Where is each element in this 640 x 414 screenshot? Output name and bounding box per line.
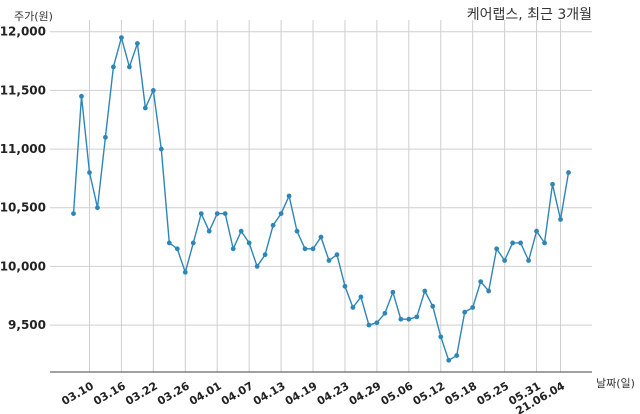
data-point (206, 228, 212, 234)
data-point (142, 105, 148, 111)
data-point (430, 303, 436, 309)
x-tick-label: 05.06 (379, 379, 416, 408)
data-point (119, 35, 124, 40)
data-point (374, 320, 380, 326)
data-point (302, 246, 308, 252)
y-tick-labels: 9,500 10,000 10,500 11,000 11,500 12,000 (0, 25, 46, 332)
data-point (134, 41, 140, 46)
data-point (446, 357, 452, 363)
chart-title: 케어랩스, 최근 3개월 (466, 7, 592, 23)
data-point (470, 305, 476, 310)
x-tick-label: 04.13 (251, 379, 288, 408)
data-point (214, 211, 220, 217)
data-point (406, 316, 412, 322)
series-line (72, 34, 570, 362)
data-point (350, 305, 356, 310)
data-point (398, 316, 404, 322)
y-tick-label: 9,500 (8, 318, 46, 332)
data-point (382, 310, 388, 316)
y-tick-label: 12,000 (0, 25, 46, 39)
data-point (262, 252, 268, 258)
x-axis-label: 날짜(일) (596, 377, 635, 390)
x-tick-label: 04.07 (219, 379, 256, 408)
data-point (358, 294, 364, 300)
y-tick-label: 10,000 (0, 259, 46, 273)
data-point (542, 240, 547, 246)
x-tick-label: 04.19 (283, 379, 320, 408)
data-point (174, 246, 180, 252)
x-tick-label: 03.26 (155, 379, 192, 408)
data-point (150, 88, 156, 93)
data-point (558, 217, 563, 222)
data-point (126, 64, 132, 70)
x-tick-label: 03.10 (59, 379, 96, 408)
y-axis-label: 주가(원) (14, 10, 53, 23)
data-point (95, 205, 100, 211)
data-point (286, 193, 292, 199)
data-point (518, 240, 523, 246)
data-point (534, 228, 539, 234)
data-point (278, 211, 284, 217)
data-point (246, 240, 252, 246)
x-tick-label: 04.29 (347, 379, 384, 408)
data-point (198, 211, 204, 217)
x-tick-label: 05.25 (474, 379, 511, 408)
data-point (422, 288, 428, 294)
data-point (182, 269, 188, 275)
data-point (334, 252, 340, 258)
data-point (326, 258, 332, 263)
data-point (454, 353, 460, 358)
data-point (166, 240, 172, 246)
data-point (79, 93, 84, 99)
data-points (71, 35, 571, 363)
data-point (158, 146, 164, 152)
x-tick-label: 04.23 (315, 379, 352, 408)
y-tick-label: 11,000 (0, 142, 46, 156)
data-point (526, 258, 531, 263)
data-point (502, 258, 508, 263)
data-point (270, 222, 276, 228)
data-point (254, 264, 260, 269)
data-point (238, 228, 244, 234)
x-tick-label: 05.18 (443, 379, 480, 408)
data-point (294, 228, 300, 234)
data-point (310, 246, 316, 252)
x-tick-labels: 03.1003.1603.2203.2604.0104.0704.1304.19… (59, 379, 567, 414)
data-point (71, 211, 76, 217)
x-tick-label: 04.01 (187, 379, 224, 408)
x-tick-label: 03.22 (123, 379, 160, 408)
data-point (510, 240, 516, 246)
data-point (566, 170, 571, 175)
data-point (414, 314, 420, 320)
data-point (103, 134, 108, 140)
y-tick-label: 11,500 (0, 83, 46, 97)
data-point (438, 334, 444, 340)
data-point (366, 322, 372, 328)
data-point (230, 246, 236, 252)
data-point (494, 246, 500, 252)
grid-lines (50, 20, 592, 372)
data-point (190, 240, 196, 246)
data-point (462, 309, 468, 315)
data-point (318, 234, 324, 240)
data-point (478, 279, 484, 285)
data-point (390, 289, 396, 295)
data-point (550, 181, 555, 187)
data-point (342, 283, 348, 289)
data-point (111, 64, 116, 70)
data-point (486, 288, 492, 294)
data-point (222, 211, 228, 217)
x-tick-label: 05.12 (411, 379, 448, 408)
y-tick-label: 10,500 (0, 201, 46, 215)
data-point (87, 170, 92, 175)
x-tick-label: 03.16 (91, 379, 128, 408)
